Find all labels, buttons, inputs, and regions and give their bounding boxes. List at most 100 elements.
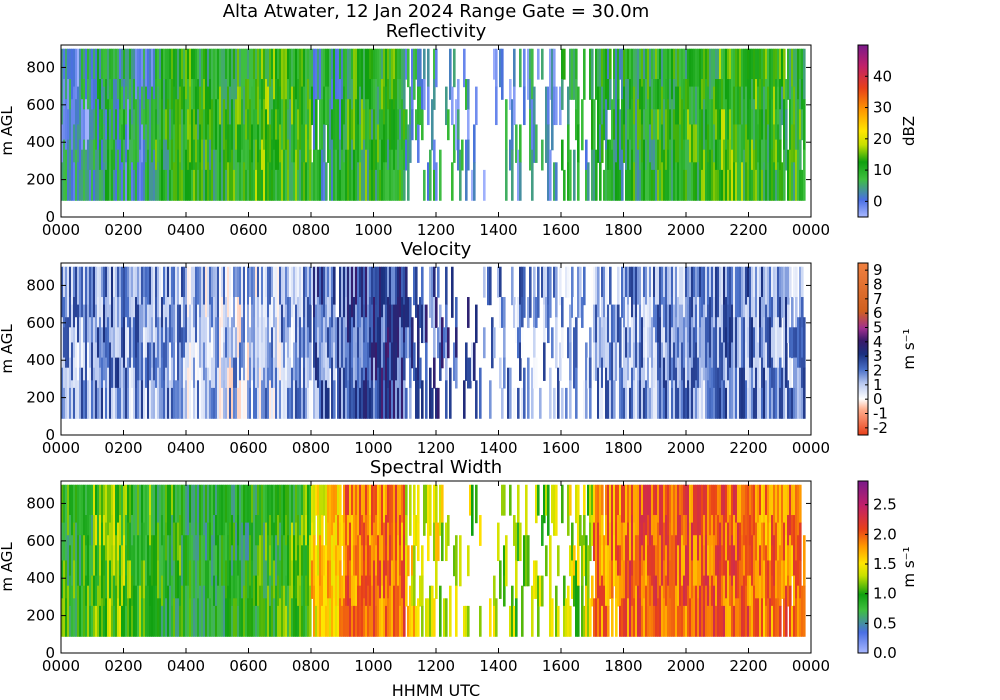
heatmap-cell [417, 304, 420, 344]
y-tick-label: 400 [26, 569, 55, 587]
heatmap-cell [785, 535, 788, 587]
heatmap-cell [787, 304, 790, 344]
heatmap-cell [77, 124, 80, 163]
heatmap-cell [87, 109, 90, 141]
heatmap-cell [223, 484, 226, 536]
heatmap-cell [139, 266, 142, 306]
heatmap-cell [225, 522, 228, 562]
heatmap-cell [647, 48, 650, 100]
heatmap-cell [245, 560, 248, 599]
heatmap-cell [213, 149, 216, 201]
heatmap-cell [597, 266, 600, 318]
heatmap-cell [165, 169, 168, 201]
heatmap-cell [405, 515, 408, 546]
heatmap-cell [551, 99, 554, 151]
heatmap-cell [569, 484, 572, 516]
heatmap-cell [261, 304, 264, 344]
heatmap-cell [631, 317, 634, 369]
heatmap-cell [759, 79, 762, 110]
heatmap-cell [617, 149, 620, 201]
heatmap-cell [607, 484, 610, 516]
heatmap-cell [799, 522, 802, 562]
heatmap-cell [337, 317, 340, 369]
heatmap-cell [163, 535, 166, 587]
heatmap-cell [129, 139, 132, 171]
heatmap-cell [765, 304, 768, 344]
heatmap-cell [589, 327, 592, 359]
heatmap-cell [641, 124, 644, 163]
heatmap-cell [587, 605, 590, 637]
heatmap-cell [203, 139, 206, 171]
heatmap-cell [115, 79, 118, 110]
heatmap-cell [213, 297, 216, 328]
heatmap-cell [767, 48, 770, 88]
heatmap-cell [373, 139, 376, 171]
heatmap-cell [749, 367, 752, 419]
heatmap-cell [85, 575, 88, 607]
heatmap-cell [519, 522, 522, 562]
heatmap-cell [359, 357, 362, 389]
heatmap-cell [345, 48, 348, 100]
heatmap-cell [227, 535, 230, 587]
heatmap-cell [521, 387, 524, 419]
heatmap-cell [553, 162, 556, 201]
heatmap-cell [121, 266, 124, 298]
heatmap-cell [211, 535, 214, 587]
heatmap-cell [583, 545, 586, 577]
heatmap-cell [357, 327, 360, 359]
heatmap-cell [177, 380, 180, 419]
heatmap-cell [343, 48, 346, 88]
heatmap-cell [267, 124, 270, 163]
heatmap-cell [711, 545, 714, 577]
heatmap-cell [197, 139, 200, 171]
heatmap-cell [411, 317, 414, 369]
heatmap-cell [727, 484, 730, 524]
heatmap-cell [715, 139, 718, 171]
heatmap-cell [701, 139, 704, 171]
heatmap-cell [153, 585, 156, 637]
heatmap-cell [181, 535, 184, 587]
heatmap-cell [697, 162, 700, 201]
heatmap-cell [89, 266, 92, 318]
heatmap-cell [179, 575, 182, 607]
heatmap-cell [629, 484, 632, 524]
heatmap-cell [259, 367, 262, 419]
heatmap-cell [717, 515, 720, 546]
heatmap-cell [771, 357, 774, 389]
heatmap-cell [267, 484, 270, 536]
heatmap-cell [755, 169, 758, 201]
heatmap-cell [783, 99, 786, 151]
heatmap-cell [327, 598, 330, 637]
heatmap-cell [613, 304, 616, 344]
heatmap-cell [429, 266, 432, 318]
heatmap-cell [685, 484, 688, 516]
heatmap-cell [173, 484, 176, 524]
heatmap-cell [339, 522, 342, 562]
heatmap-cell [277, 266, 280, 318]
heatmap-cell [103, 545, 106, 577]
heatmap-cell [591, 575, 594, 607]
heatmap-cell [159, 484, 162, 524]
heatmap-cell [301, 605, 304, 637]
heatmap-cell [121, 124, 124, 163]
heatmap-cell [215, 545, 218, 577]
heatmap-cell [229, 522, 232, 562]
heatmap-cell [631, 266, 634, 318]
heatmap-cell [641, 484, 644, 516]
heatmap-cell [265, 387, 268, 419]
heatmap-cell [533, 357, 536, 389]
heatmap-cell [389, 585, 392, 637]
heatmap-cell [313, 317, 316, 369]
heatmap-cell [699, 535, 702, 587]
heatmap-cell [467, 605, 470, 637]
heatmap-cell [275, 317, 278, 369]
heatmap-cell [651, 585, 654, 637]
heatmap-cell [149, 605, 152, 637]
heatmap-cell [83, 169, 86, 201]
heatmap-cell [227, 48, 230, 88]
heatmap-cell [387, 48, 390, 80]
heatmap-cell [713, 266, 716, 298]
heatmap-cell [319, 585, 322, 637]
heatmap-cell [153, 266, 156, 306]
heatmap-cell [331, 79, 334, 110]
